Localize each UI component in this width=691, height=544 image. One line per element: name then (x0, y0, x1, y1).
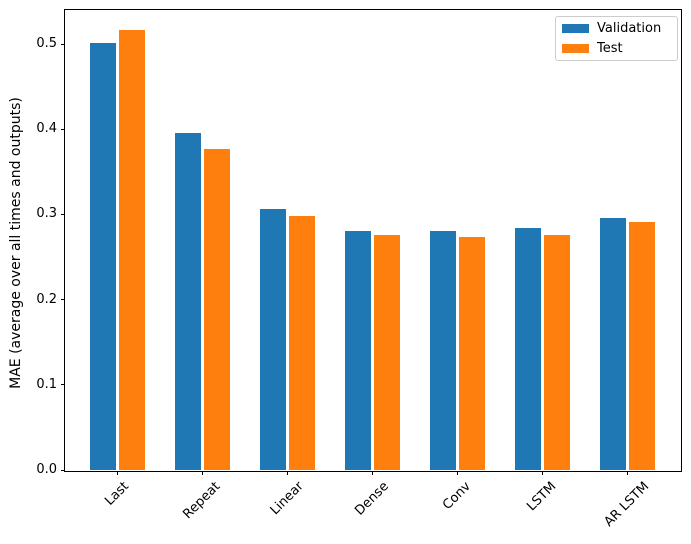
y-tick (61, 299, 65, 301)
x-tick-label: Last (102, 478, 132, 509)
y-tick-label: 0.0 (36, 462, 57, 477)
y-tick-label: 0.5 (36, 36, 57, 51)
bar-validation-conv (429, 231, 456, 470)
y-tick-label: 0.4 (36, 121, 57, 137)
bar-validation-last (89, 43, 116, 470)
legend-item-validation: Validation (562, 20, 671, 36)
bar-test-linear (288, 216, 315, 470)
bar-test-lstm (543, 234, 570, 470)
x-tick-label: Dense (352, 478, 392, 519)
bar-test-last (118, 30, 145, 470)
x-tick-label: AR LSTM (601, 479, 653, 530)
legend-swatch-validation-icon (562, 24, 589, 33)
bar-test-conv (458, 236, 485, 470)
x-tick (626, 471, 628, 475)
legend-item-test: Test (562, 40, 671, 56)
legend: Validation Test (555, 16, 678, 61)
legend-label-validation: Validation (597, 20, 662, 36)
x-tick (456, 471, 458, 475)
x-tick-label: Linear (267, 478, 307, 519)
bar-validation-ar-lstm (599, 217, 626, 470)
x-tick (116, 471, 118, 475)
legend-swatch-test-icon (562, 44, 589, 53)
bar-validation-lstm (514, 228, 541, 470)
bar-test-repeat (203, 148, 230, 470)
x-tick (286, 471, 288, 475)
bar-test-dense (373, 234, 400, 470)
legend-label-test: Test (597, 40, 623, 56)
y-axis-label: MAE (average over all times and outputs) (8, 97, 24, 389)
y-tick (61, 469, 65, 471)
x-tick (371, 471, 373, 475)
y-tick (61, 128, 65, 130)
y-tick (61, 384, 65, 386)
y-tick (61, 213, 65, 215)
y-tick-label: 0.1 (36, 376, 57, 392)
y-tick-label: 0.3 (36, 206, 57, 222)
bar-test-ar-lstm (628, 222, 655, 470)
y-tick (61, 43, 65, 45)
plot-area (64, 9, 682, 472)
bar-validation-linear (259, 209, 286, 470)
x-tick-label: Conv (440, 479, 474, 513)
bar-validation-dense (344, 231, 371, 470)
x-tick-label: LSTM (524, 479, 560, 515)
x-tick (201, 471, 203, 475)
y-tick-label: 0.2 (36, 291, 57, 307)
x-tick-label: Repeat (180, 479, 224, 523)
bar-validation-repeat (174, 132, 201, 470)
x-tick (541, 471, 543, 475)
